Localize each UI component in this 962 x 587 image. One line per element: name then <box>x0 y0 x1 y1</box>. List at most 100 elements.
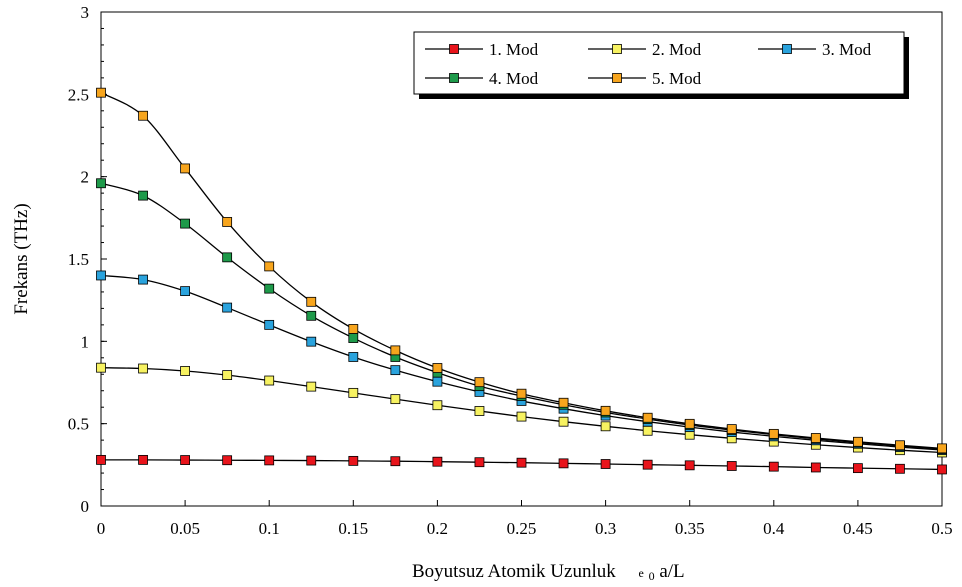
data-point-mod-5 <box>348 324 359 334</box>
data-point-mod-1 <box>937 464 947 475</box>
data-point-mod-4 <box>348 333 359 343</box>
data-point-mod-5 <box>684 418 695 429</box>
data-point-mod-3 <box>138 274 148 285</box>
data-point-mod-2 <box>180 366 191 376</box>
legend: 1. Mod 2. Mod 3. Mod 4. Mod 5. Mod <box>413 31 909 99</box>
data-point-mod-2 <box>138 363 148 374</box>
data-point-mod-5 <box>810 433 821 443</box>
x-tick-label: 0.3 <box>595 519 616 538</box>
data-point-mod-1 <box>474 457 485 468</box>
x-axis-symbol-suffix: a/L <box>659 561 684 582</box>
x-tick-label: 0.35 <box>675 519 705 538</box>
x-tick-label: 0.4 <box>763 519 785 538</box>
data-point-mod-2 <box>306 381 317 392</box>
x-tick-label: 0 <box>97 519 106 538</box>
data-point-mod-3 <box>306 336 317 347</box>
y-tick-label: 0.5 <box>68 415 89 434</box>
x-axis-title-text: Boyutsuz Atomik Uzunluk <box>412 561 616 582</box>
data-point-mod-3 <box>390 365 401 376</box>
x-tick-label: 0.2 <box>427 519 448 538</box>
data-point-mod-5 <box>96 87 106 98</box>
data-point-mod-5 <box>138 110 148 121</box>
x-tick-label: 0.05 <box>170 519 200 538</box>
data-point-mod-5 <box>306 296 317 307</box>
legend-marker-mod-5 <box>612 73 622 83</box>
data-point-mod-2 <box>474 406 485 416</box>
data-point-mod-4 <box>264 283 275 294</box>
x-axis-symbol-e: e <box>638 566 643 580</box>
data-point-mod-5 <box>264 261 275 272</box>
y-axis-title: Frekans (THz) <box>11 203 32 314</box>
x-axis: 0 0.05 0.1 0.15 0.2 0.25 0.3 0.35 0.4 0.45 0.5 <box>97 500 953 538</box>
data-point-mod-5 <box>600 405 611 416</box>
data-point-mod-5 <box>516 388 527 399</box>
legend-marker-mod-4 <box>449 73 459 83</box>
legend-label-mod-2: 2. Mod <box>652 40 702 59</box>
data-point-mod-1 <box>726 461 737 471</box>
data-point-mod-4 <box>180 218 191 229</box>
data-point-mod-5 <box>768 428 779 439</box>
y-tick-label: 3 <box>81 3 90 22</box>
data-point-mod-1 <box>516 457 527 468</box>
data-point-mod-2 <box>600 421 611 432</box>
legend-marker-mod-3 <box>782 44 792 54</box>
legend-label-mod-1: 1. Mod <box>489 40 539 59</box>
legend-label-mod-5: 5. Mod <box>652 69 702 88</box>
data-point-mod-3 <box>96 270 106 281</box>
y-tick-label: 2.5 <box>68 85 89 104</box>
data-point-mod-2 <box>390 394 401 405</box>
data-point-mod-1 <box>306 455 317 466</box>
x-tick-label: 0.15 <box>338 519 368 538</box>
data-point-mod-5 <box>180 163 191 174</box>
legend-label-mod-4: 4. Mod <box>489 69 539 88</box>
data-point-mod-3 <box>180 286 191 297</box>
x-axis-symbol-subscript: 0 <box>649 569 655 583</box>
data-point-mod-3 <box>222 302 233 313</box>
data-point-mod-1 <box>853 463 863 474</box>
data-point-mod-1 <box>138 454 148 465</box>
data-point-mod-3 <box>348 352 359 362</box>
data-point-mod-5 <box>432 363 443 373</box>
y-tick-label: 2 <box>81 168 90 187</box>
data-point-mod-2 <box>348 387 359 398</box>
series-line-mod-3 <box>100 274 943 451</box>
data-point-mod-1 <box>222 455 233 466</box>
data-point-mod-1 <box>558 458 569 469</box>
data-point-mod-1 <box>684 460 695 471</box>
x-tick-label: 0.1 <box>259 519 280 538</box>
data-point-mod-2 <box>642 425 653 436</box>
data-point-mod-3 <box>264 319 275 330</box>
data-point-mod-5 <box>895 440 905 451</box>
data-point-mod-5 <box>474 377 485 388</box>
x-tick-label: 0.5 <box>931 519 952 538</box>
data-point-mod-1 <box>348 455 359 466</box>
legend-marker-mod-1 <box>449 44 459 54</box>
x-axis-title: Boyutsuz Atomik Uzunluk e 0 a/L <box>412 561 685 585</box>
x-tick-label: 0.45 <box>843 519 873 538</box>
data-point-mod-2 <box>516 411 527 422</box>
data-point-mod-5 <box>937 443 947 454</box>
data-point-mod-1 <box>432 456 443 467</box>
legend-marker-mod-2 <box>612 44 622 54</box>
data-point-mod-1 <box>390 456 401 467</box>
data-point-mod-4 <box>138 190 148 201</box>
data-point-mod-5 <box>390 345 401 356</box>
data-point-mod-1 <box>895 463 905 474</box>
data-point-mod-2 <box>264 375 275 386</box>
data-point-mod-1 <box>264 455 275 466</box>
data-point-mod-5 <box>853 436 863 447</box>
data-point-mod-4 <box>306 310 317 321</box>
data-point-mod-2 <box>432 400 443 411</box>
data-point-mod-4 <box>96 178 106 189</box>
x-tick-label: 0.25 <box>507 519 537 538</box>
y-tick-label: 1 <box>81 332 90 351</box>
data-point-mod-1 <box>96 454 106 465</box>
data-point-mod-5 <box>642 412 653 423</box>
data-point-mod-4 <box>222 252 233 263</box>
data-point-mod-5 <box>558 397 569 408</box>
data-point-mod-5 <box>726 424 737 435</box>
data-point-mod-1 <box>180 455 191 465</box>
y-tick-label: 0 <box>81 497 90 516</box>
data-point-mod-1 <box>768 461 779 472</box>
data-point-mod-1 <box>600 459 611 469</box>
